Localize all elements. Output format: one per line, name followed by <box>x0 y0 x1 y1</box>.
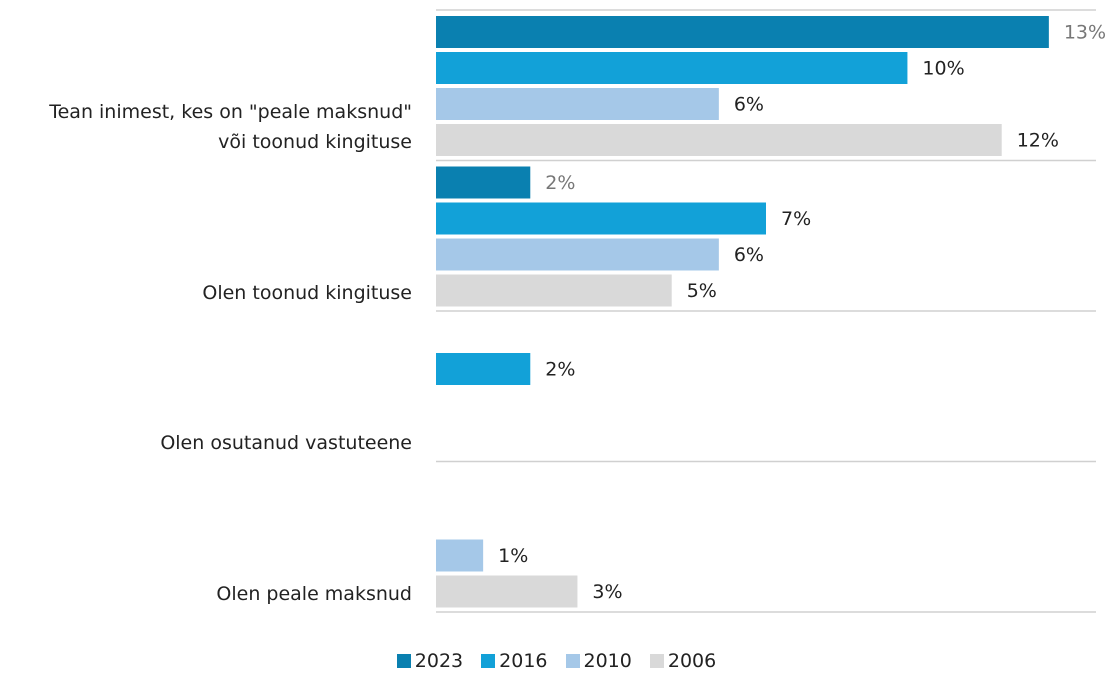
data-label: 6% <box>734 94 764 116</box>
bar <box>436 124 1002 156</box>
bar <box>436 353 531 385</box>
data-label: 10% <box>922 58 964 80</box>
legend-label: 2016 <box>499 650 548 672</box>
legend-label: 2006 <box>667 650 717 672</box>
legend-swatch <box>565 654 580 668</box>
legend-item: 2006 <box>649 650 717 672</box>
legend-swatch <box>396 654 411 668</box>
legend-swatch <box>481 654 496 668</box>
legend-label: 2010 <box>583 650 632 672</box>
bar <box>436 575 578 608</box>
data-label: 5% <box>687 280 717 302</box>
data-label: 3% <box>592 581 622 603</box>
category-label: Olen toonud kingituse <box>202 281 412 304</box>
data-label: 2% <box>545 359 575 381</box>
bar <box>436 238 719 271</box>
bar <box>436 202 766 235</box>
data-label: 2% <box>545 172 575 194</box>
category-label: Olen peale maksnud <box>216 582 412 605</box>
legend-swatch <box>649 654 664 668</box>
category-label: Tean inimest, kes on "peale maksnud" või… <box>49 101 412 153</box>
bar <box>436 88 719 120</box>
data-label: 7% <box>781 208 811 230</box>
data-label: 6% <box>734 244 764 266</box>
legend-item: 2023 <box>396 650 464 672</box>
bar <box>436 166 531 199</box>
category-label: Olen osutanud vastuteene <box>160 432 412 454</box>
data-label: 1% <box>498 545 528 567</box>
legend-label: 2023 <box>414 650 464 672</box>
legend-item: 2010 <box>565 650 632 672</box>
bar <box>436 52 908 84</box>
bar <box>436 539 484 572</box>
bar <box>436 274 672 307</box>
data-label: 12% <box>1017 130 1059 152</box>
bar <box>436 16 1049 48</box>
legend-item: 2016 <box>481 650 548 672</box>
data-label: 13% <box>1064 22 1106 44</box>
legend: 2023 2016 2010 2006 <box>0 650 1113 672</box>
